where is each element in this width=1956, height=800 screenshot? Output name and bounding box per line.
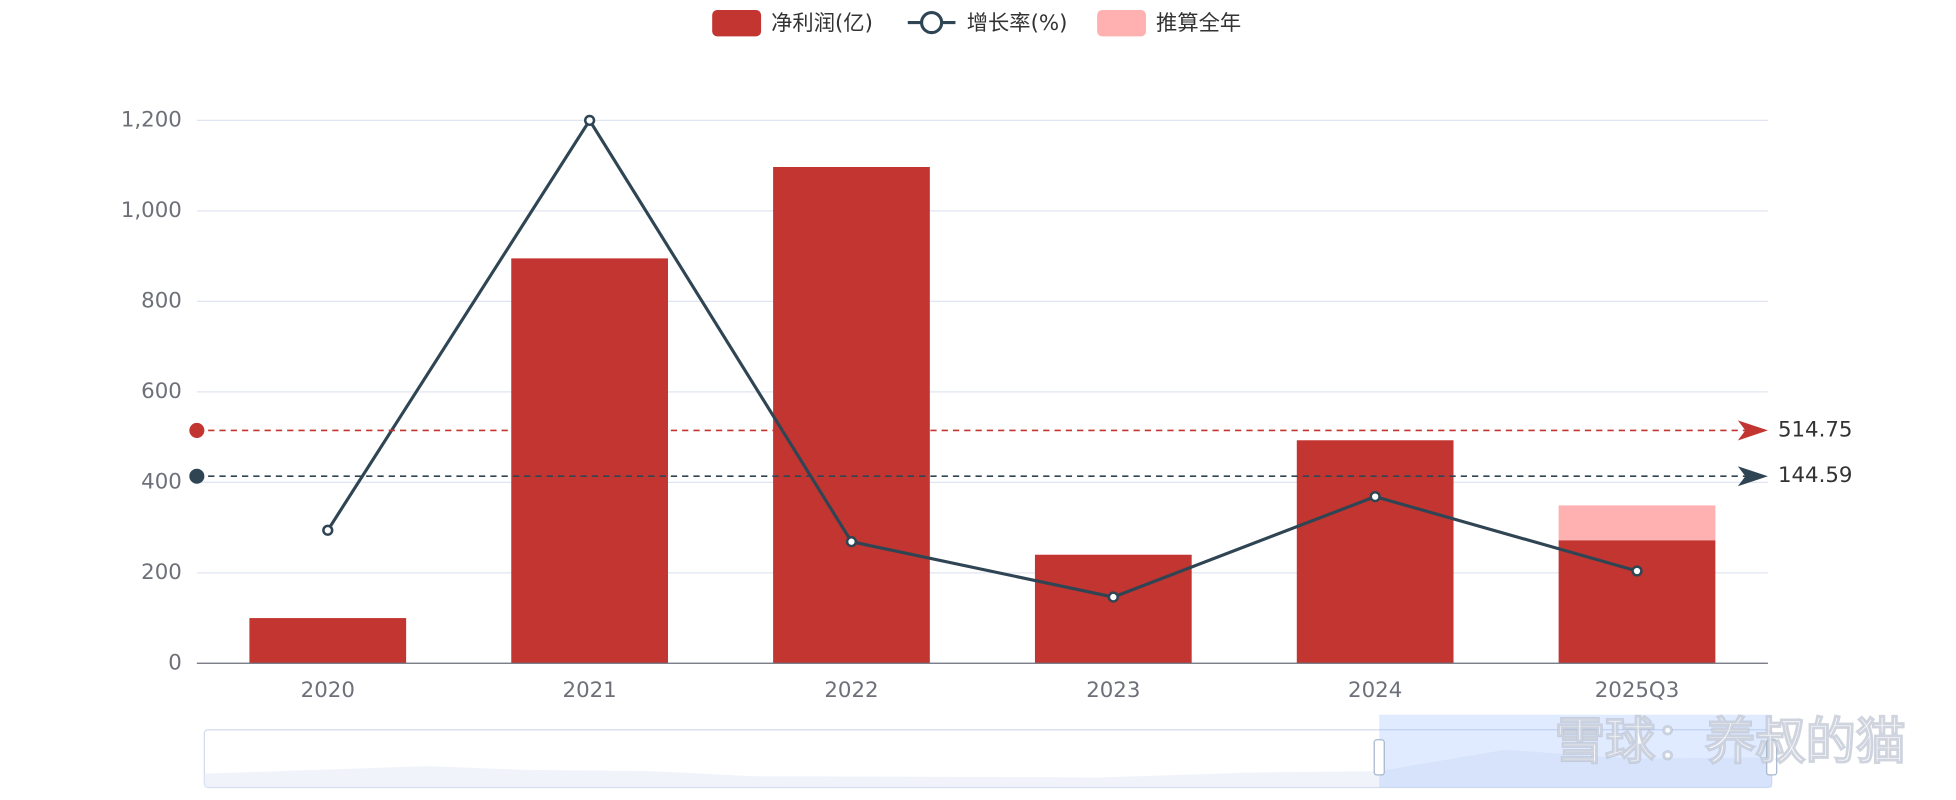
zoom-selection — [1379, 714, 1772, 788]
zoom-shadow — [204, 749, 1772, 788]
bar — [1558, 505, 1716, 541]
growth-line — [326, 117, 1638, 599]
line-point — [583, 114, 596, 127]
legend-label: 推算全年 — [1156, 11, 1241, 36]
line-point — [1369, 490, 1381, 503]
legend-swatch — [712, 10, 762, 37]
y-tick-label: 0 — [168, 650, 182, 675]
zoom-handle[interactable] — [1766, 739, 1778, 776]
x-tick-label: 2023 — [1086, 678, 1140, 703]
bar — [511, 258, 668, 664]
y-tick-label: 400 — [141, 469, 182, 494]
bar — [249, 618, 407, 664]
legend-label: 净利润(亿) — [771, 11, 873, 36]
y-tick-label: 1,200 — [121, 107, 182, 132]
data-zoom[interactable] — [203, 714, 1778, 789]
bar — [1558, 540, 1716, 664]
x-tick-label: 2020 — [301, 678, 355, 703]
average-label: 144.59 — [1778, 463, 1853, 488]
x-tick-label: 2025Q3 — [1595, 678, 1680, 703]
bar — [1296, 440, 1454, 664]
line-point — [1107, 591, 1119, 603]
bar — [1034, 554, 1192, 664]
y-tick-label: 600 — [141, 379, 182, 404]
x-tick-label: 2022 — [824, 678, 878, 703]
x-tick-label: 2024 — [1348, 678, 1402, 703]
average-label: 514.75 — [1778, 417, 1853, 442]
line-point — [845, 536, 858, 548]
legend-label: 增长率(%) — [967, 11, 1068, 36]
x-tick-label: 2021 — [563, 678, 617, 703]
zoom-handle[interactable] — [1373, 739, 1385, 776]
line-point — [1631, 565, 1643, 577]
y-tick-label: 800 — [141, 288, 182, 313]
y-tick-label: 200 — [141, 560, 182, 585]
watermark: 雪球：养叔的猫 — [1555, 711, 1906, 770]
average-start — [189, 422, 205, 438]
average-arrow — [1737, 466, 1768, 487]
average-start — [189, 468, 205, 484]
legend-swatch — [1097, 10, 1147, 37]
line-point — [322, 524, 334, 536]
y-tick-label: 1,000 — [121, 198, 182, 223]
legend-swatch — [920, 10, 944, 35]
average-arrow — [1737, 420, 1768, 441]
bar — [773, 166, 930, 664]
